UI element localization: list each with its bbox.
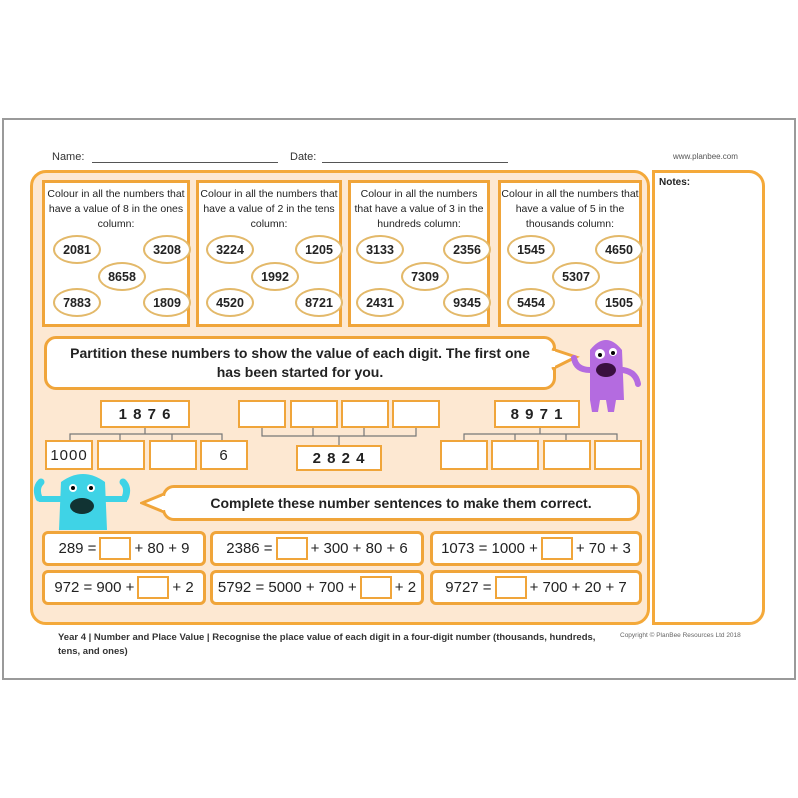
partition-number-1: 1 8 7 6 xyxy=(100,400,190,428)
partition-number-2: 2 8 2 4 xyxy=(296,445,382,471)
partition-answer-box[interactable]: 6 xyxy=(200,440,248,470)
number-oval[interactable]: 1545 xyxy=(507,235,555,264)
number-oval[interactable]: 3224 xyxy=(206,235,254,264)
colour-task-box: Colour in all the numbers that have a va… xyxy=(42,180,191,327)
copyright: Copyright © PlanBee Resources Ltd 2018 xyxy=(620,632,741,639)
number-oval[interactable]: 4520 xyxy=(206,288,254,317)
number-oval[interactable]: 5307 xyxy=(552,262,600,291)
sentence-right: + 70 + 3 xyxy=(575,540,631,557)
number-oval[interactable]: 8721 xyxy=(295,288,343,317)
sentence-answer-box[interactable] xyxy=(275,537,308,560)
number-oval[interactable]: 7883 xyxy=(53,288,101,317)
number-oval[interactable]: 7309 xyxy=(401,262,449,291)
sentence-answer-box[interactable] xyxy=(99,537,132,560)
date-field[interactable] xyxy=(322,162,508,163)
number-oval[interactable]: 1809 xyxy=(143,288,191,317)
number-sentence: 9727 = + 700 + 20 + 7 xyxy=(430,570,642,605)
name-field[interactable] xyxy=(92,162,278,163)
colour-task-instruction: Colour in all the numbers that have a va… xyxy=(200,188,338,230)
number-sentence: 2386 = + 300 + 80 + 6 xyxy=(210,531,424,566)
number-oval[interactable]: 3208 xyxy=(143,235,191,264)
colour-task-instruction: Colour in all the numbers that have a va… xyxy=(354,188,484,230)
partition-answer-box[interactable] xyxy=(290,400,338,428)
sentence-answer-box[interactable] xyxy=(359,576,392,599)
number-oval[interactable]: 1505 xyxy=(595,288,643,317)
partition-answer-box[interactable] xyxy=(392,400,440,428)
partition-answer-box[interactable] xyxy=(149,440,197,470)
colour-task-box: Colour in all the numbers that have a va… xyxy=(348,180,491,327)
number-oval[interactable]: 2081 xyxy=(53,235,101,264)
partition-number-3: 8 9 7 1 xyxy=(494,400,580,428)
notes-label: Notes: xyxy=(659,177,691,188)
colour-task-box: Colour in all the numbers that have a va… xyxy=(498,180,643,327)
number-oval[interactable]: 9345 xyxy=(443,288,491,317)
number-oval[interactable]: 3133 xyxy=(356,235,404,264)
number-sentence: 1073 = 1000 + + 70 + 3 xyxy=(430,531,642,566)
partition-answer-box[interactable] xyxy=(543,440,591,470)
partition-answer-box[interactable] xyxy=(491,440,539,470)
sentence-right: + 300 + 80 + 6 xyxy=(310,540,408,557)
partition-answer-box[interactable]: 1000 xyxy=(45,440,93,470)
date-label: Date: xyxy=(290,151,317,163)
footer-description: Year 4 | Number and Place Value | Recogn… xyxy=(58,632,596,657)
sentence-right: + 80 + 9 xyxy=(134,540,190,557)
colour-task-box: Colour in all the numbers that have a va… xyxy=(196,180,343,327)
sentence-answer-box[interactable] xyxy=(137,576,170,599)
sentence-left: 2386 = xyxy=(226,540,273,557)
partition-answer-box[interactable] xyxy=(440,440,488,470)
sentence-left: 1073 = 1000 + xyxy=(441,540,538,557)
number-oval[interactable]: 1205 xyxy=(295,235,343,264)
sentence-right: + 700 + 20 + 7 xyxy=(529,579,627,596)
partition-answer-box[interactable] xyxy=(238,400,286,428)
colour-task-instruction: Colour in all the numbers that have a va… xyxy=(501,188,639,230)
sentence-right: + 2 xyxy=(394,579,417,596)
partition-answer-box[interactable] xyxy=(341,400,389,428)
number-oval[interactable]: 4650 xyxy=(595,235,643,264)
number-sentence: 972 = 900 + + 2 xyxy=(42,570,206,605)
number-oval[interactable]: 5454 xyxy=(507,288,555,317)
sentence-answer-box[interactable] xyxy=(540,537,573,560)
sentence-left: 972 = 900 + xyxy=(54,579,135,596)
sentence-left: 289 = xyxy=(58,540,97,557)
sentence-left: 5792 = 5000 + 700 + xyxy=(217,579,357,596)
purple-monster-icon xyxy=(571,340,641,412)
partition-instruction: Partition these numbers to show the valu… xyxy=(70,345,530,380)
colour-task-instruction: Colour in all the numbers that have a va… xyxy=(47,188,185,230)
website: www.planbee.com xyxy=(673,152,738,161)
sentence-answer-box[interactable] xyxy=(494,576,527,599)
partition-instruction-bubble: Partition these numbers to show the valu… xyxy=(44,336,556,390)
sentence-left: 9727 = xyxy=(445,579,492,596)
notes-panel[interactable]: Notes: xyxy=(652,170,765,625)
partition-answer-box[interactable] xyxy=(594,440,642,470)
sentences-instruction-bubble: Complete these number sentences to make … xyxy=(162,485,640,521)
number-oval[interactable]: 2356 xyxy=(443,235,491,264)
cyan-monster-icon xyxy=(33,474,131,530)
name-label: Name: xyxy=(52,151,85,163)
number-sentence: 289 = + 80 + 9 xyxy=(42,531,206,566)
sentences-instruction: Complete these number sentences to make … xyxy=(210,494,592,511)
number-sentence: 5792 = 5000 + 700 + + 2 xyxy=(210,570,424,605)
bubble-tail xyxy=(140,492,166,514)
number-oval[interactable]: 8658 xyxy=(98,262,146,291)
number-oval[interactable]: 2431 xyxy=(356,288,404,317)
partition-answer-box[interactable] xyxy=(97,440,145,470)
number-oval[interactable]: 1992 xyxy=(251,262,299,291)
sentence-right: + 2 xyxy=(172,579,194,596)
